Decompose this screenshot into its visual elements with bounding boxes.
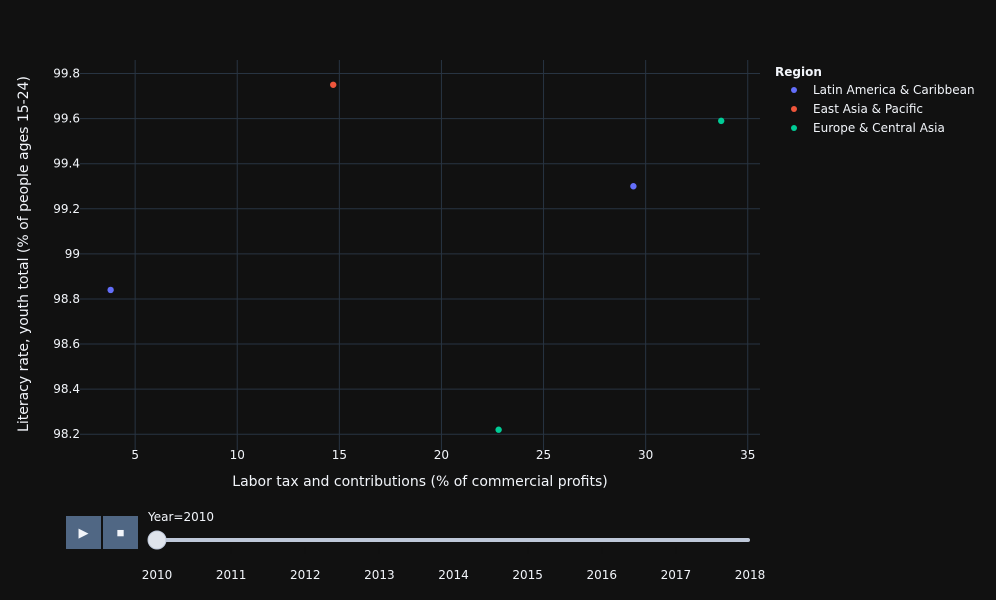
grid: [80, 60, 760, 450]
year-slider[interactable]: 2010 2011 2012 2013 2014 2015 2016 2017 2018: [142, 530, 766, 582]
stop-button[interactable]: ■: [103, 516, 138, 549]
x-tick-label: 35: [740, 448, 755, 462]
slider-step-label[interactable]: 2010: [142, 568, 173, 582]
x-tick-label: 20: [434, 448, 449, 462]
slider-step-label[interactable]: 2014: [438, 568, 469, 582]
y-tick-label: 99: [65, 247, 80, 261]
slider-step-label[interactable]: 2015: [512, 568, 543, 582]
y-tick-label: 98.6: [53, 337, 80, 351]
x-axis-title: Labor tax and contributions (% of commer…: [232, 474, 607, 490]
stop-icon: ■: [116, 525, 125, 540]
y-tick-label: 99.2: [53, 202, 80, 216]
x-axis-ticks: 5 10 15 20 25 30 35: [131, 448, 755, 462]
y-tick-label: 99.6: [53, 112, 80, 126]
x-tick-label: 15: [332, 448, 347, 462]
legend-label[interactable]: East Asia & Pacific: [813, 102, 923, 116]
x-tick-label: 30: [638, 448, 653, 462]
y-axis-title: Literacy rate, youth total (% of people …: [16, 76, 32, 432]
data-point[interactable]: [718, 117, 725, 125]
slider-step-label[interactable]: 2017: [661, 568, 692, 582]
slider-step-label[interactable]: 2018: [735, 568, 766, 582]
legend-marker: [791, 125, 797, 131]
x-tick-label: 10: [230, 448, 245, 462]
slider-handle[interactable]: [147, 530, 167, 550]
legend-marker: [791, 106, 797, 112]
data-point[interactable]: [630, 183, 637, 190]
y-tick-label: 98.2: [53, 427, 80, 441]
legend-marker: [791, 87, 797, 93]
y-tick-label: 98.8: [53, 292, 80, 306]
x-tick-label: 25: [536, 448, 551, 462]
slider-step-label[interactable]: 2011: [216, 568, 247, 582]
y-tick-label: 99.4: [53, 157, 80, 171]
play-button[interactable]: ▶: [66, 516, 101, 549]
slider-rail[interactable]: [149, 538, 750, 542]
play-icon: ▶: [78, 524, 89, 540]
y-axis-ticks: 98.2 98.4 98.6 98.8 99 99.2 99.4 99.6 99.8: [53, 67, 80, 442]
legend-label[interactable]: Latin America & Caribbean: [813, 83, 975, 97]
data-points[interactable]: [107, 81, 725, 433]
slider-step-label[interactable]: 2016: [586, 568, 617, 582]
slider-step-label[interactable]: 2012: [290, 568, 321, 582]
slider-step-label[interactable]: 2013: [364, 568, 395, 582]
slider-current-value: Year=2010: [148, 510, 214, 524]
legend-label[interactable]: Europe & Central Asia: [813, 121, 945, 135]
legend-title: Region: [775, 65, 822, 79]
legend: Region Latin America & Caribbean East Asi…: [775, 65, 975, 135]
y-tick-label: 98.4: [53, 382, 80, 396]
data-point[interactable]: [107, 286, 114, 294]
data-point[interactable]: [330, 81, 337, 88]
y-tick-label: 99.8: [53, 67, 80, 81]
data-point[interactable]: [495, 426, 502, 433]
x-tick-label: 5: [131, 448, 139, 462]
